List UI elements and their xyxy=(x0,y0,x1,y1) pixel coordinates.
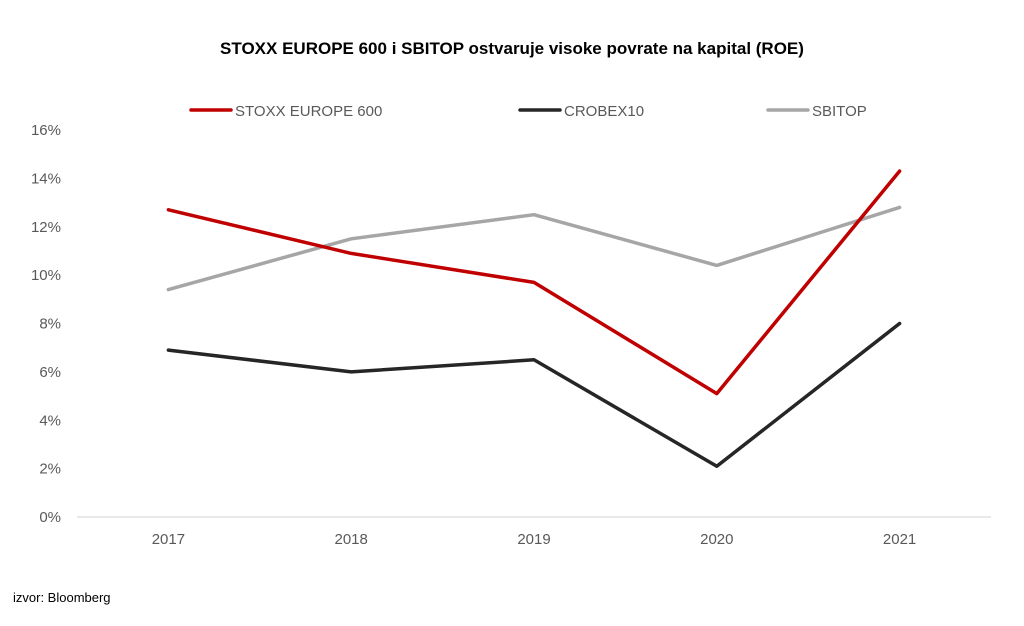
legend-item: SBITOP xyxy=(766,103,867,120)
y-tick-label: 2% xyxy=(39,461,61,478)
series-line-stoxx-europe-600 xyxy=(166,169,902,396)
y-tick-label: 12% xyxy=(31,219,61,236)
x-tick-label: 2017 xyxy=(152,531,185,548)
x-axis: 2017 2018 2019 2020 2021 xyxy=(77,516,991,548)
legend-label: SBITOP xyxy=(812,103,867,120)
y-tick-label: 0% xyxy=(39,509,61,526)
x-tick-label: 2018 xyxy=(335,531,368,548)
y-axis: 0% 2% 4% 6% 8% 10% 12% 14% 16% xyxy=(31,122,61,526)
y-tick-label: 6% xyxy=(39,364,61,381)
source-note: izvor: Bloomberg xyxy=(13,590,111,605)
series-layer xyxy=(166,169,902,468)
x-tick-label: 2021 xyxy=(883,531,916,548)
legend-item: STOXX EUROPE 600 xyxy=(189,103,382,120)
x-tick-label: 2019 xyxy=(517,531,550,548)
legend-item: CROBEX10 xyxy=(518,103,644,120)
y-tick-label: 8% xyxy=(39,316,61,333)
chart-legend: STOXX EUROPE 600 CROBEX10 SBITOP xyxy=(189,103,867,120)
y-tick-label: 4% xyxy=(39,412,61,429)
y-tick-label: 14% xyxy=(31,170,61,187)
chart-title: STOXX EUROPE 600 i SBITOP ostvaruje viso… xyxy=(220,39,804,58)
legend-label: CROBEX10 xyxy=(564,103,644,120)
y-tick-label: 10% xyxy=(31,267,61,284)
series-line-crobex10 xyxy=(166,321,902,468)
y-tick-label: 16% xyxy=(31,122,61,139)
legend-label: STOXX EUROPE 600 xyxy=(235,103,382,120)
x-tick-label: 2020 xyxy=(700,531,733,548)
series-line-sbitop xyxy=(166,205,902,292)
